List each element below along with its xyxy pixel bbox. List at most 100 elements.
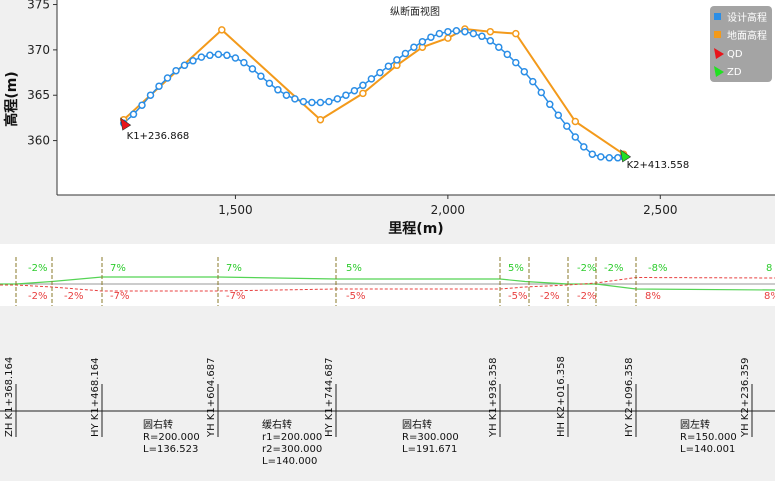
design-point xyxy=(359,81,367,90)
design-point xyxy=(308,98,316,107)
y-tick-label: 360 xyxy=(27,134,50,148)
design-point xyxy=(248,65,257,73)
se-right-label: -2% xyxy=(64,291,83,302)
chart-title: 纵断面视图 xyxy=(390,5,440,18)
y-axis-label: 高程(m) xyxy=(3,71,20,126)
curve-info-line: R=150.000 xyxy=(680,432,737,443)
design-point xyxy=(529,77,537,86)
design-point xyxy=(189,57,197,65)
start-flag-icon xyxy=(120,117,132,131)
design-point xyxy=(265,79,274,88)
se-left-label: 5% xyxy=(346,263,362,274)
se-right-label: -2% xyxy=(540,291,559,302)
curve-info-line: L=136.523 xyxy=(143,444,198,455)
design-point xyxy=(435,29,444,38)
design-point xyxy=(444,27,452,36)
y-tick-label: 365 xyxy=(27,88,50,102)
legend-flag-icon xyxy=(714,48,724,59)
station-label: HY K2+096.358 xyxy=(624,358,635,437)
x-tick-label: 2,500 xyxy=(643,203,677,217)
profile-plot-area xyxy=(57,0,775,195)
alignment-diagram: ZH K1+368.164 HY K1+468.164 YH K1+604.687 H… xyxy=(0,356,775,467)
design-point xyxy=(563,122,571,130)
design-point xyxy=(461,27,469,36)
station-label: HH K2+016.358 xyxy=(556,356,567,437)
se-left-label: 5% xyxy=(508,263,524,274)
legend-label: ZD xyxy=(727,67,742,78)
se-right-label: -2% xyxy=(577,291,596,302)
design-point xyxy=(367,75,376,83)
se-right-line xyxy=(0,276,775,292)
design-point xyxy=(146,91,155,99)
ground-point xyxy=(359,89,367,98)
design-point xyxy=(418,37,427,46)
design-point xyxy=(478,32,486,41)
design-point xyxy=(512,58,520,67)
design-point xyxy=(410,43,418,51)
curve-info-line: 缓右转 xyxy=(262,418,292,431)
superelevation-diagram: -2% 7% 7% 5% 5% -2% -2% -8% 8 -2% -2% -7% -7% -5% -5% -… xyxy=(0,257,775,306)
start-station-label: K1+236.868 xyxy=(127,131,190,142)
design-point xyxy=(401,49,410,58)
ground-point xyxy=(218,26,226,34)
design-point xyxy=(597,153,605,161)
design-point xyxy=(588,150,597,158)
y-tick-label: 375 xyxy=(27,0,50,12)
design-point xyxy=(614,154,622,162)
design-point xyxy=(350,86,359,95)
curve-info-line: L=140.001 xyxy=(680,444,735,455)
design-point xyxy=(231,54,240,62)
legend-label: QD xyxy=(727,49,743,60)
x-tick-label: 2,000 xyxy=(431,203,465,217)
se-right-label: -7% xyxy=(110,291,129,302)
legend-label: 设计高程 xyxy=(727,11,767,24)
design-point xyxy=(223,51,231,60)
station-label: ZH K1+368.164 xyxy=(4,357,15,437)
design-point xyxy=(325,97,333,106)
station-label: YH K1+604.687 xyxy=(206,358,217,438)
design-point xyxy=(206,51,214,60)
station-label: YH K2+236.359 xyxy=(740,358,751,438)
legend-label: 地面高程 xyxy=(727,29,767,42)
ground-point xyxy=(316,115,325,124)
design-point xyxy=(554,111,563,119)
ground-point xyxy=(512,29,520,38)
design-point xyxy=(155,82,163,90)
design-point xyxy=(486,37,495,45)
se-left-label: 8 xyxy=(766,263,772,274)
design-point xyxy=(342,91,350,99)
legend-swatch xyxy=(714,31,721,38)
design-point xyxy=(333,95,342,103)
curve-info-line: L=140.000 xyxy=(262,456,317,467)
y-tick-label: 370 xyxy=(27,43,50,57)
se-left-label: -2% xyxy=(28,263,47,274)
curve-info-line: 圆右转 xyxy=(143,418,173,431)
se-left-label: -8% xyxy=(648,263,667,274)
se-left-label: 7% xyxy=(110,263,126,274)
se-right-label: -5% xyxy=(346,291,365,302)
design-point xyxy=(257,72,265,80)
design-point xyxy=(452,27,461,35)
design-point xyxy=(495,43,503,51)
design-point xyxy=(469,29,478,38)
ground-point xyxy=(486,27,495,36)
curve-info-line: R=300.000 xyxy=(402,432,459,443)
end-station-label: K2+413.558 xyxy=(627,160,690,171)
curve-info-line: r2=300.000 xyxy=(262,444,322,455)
legend-flag-icon xyxy=(714,66,724,77)
design-point xyxy=(605,154,614,162)
station-label: HY K1+468.164 xyxy=(90,358,101,437)
design-point xyxy=(240,58,248,67)
curve-info-line: L=191.671 xyxy=(402,444,457,455)
design-point xyxy=(427,33,435,41)
se-right-label: -7% xyxy=(226,291,245,302)
design-point xyxy=(316,98,325,107)
se-right-label: 8% xyxy=(764,291,775,302)
design-point xyxy=(197,53,206,61)
design-point xyxy=(580,143,588,151)
design-point xyxy=(503,50,512,59)
se-right-label: 8% xyxy=(645,291,661,302)
design-point xyxy=(520,67,529,76)
curve-info-line: R=200.000 xyxy=(143,432,200,443)
